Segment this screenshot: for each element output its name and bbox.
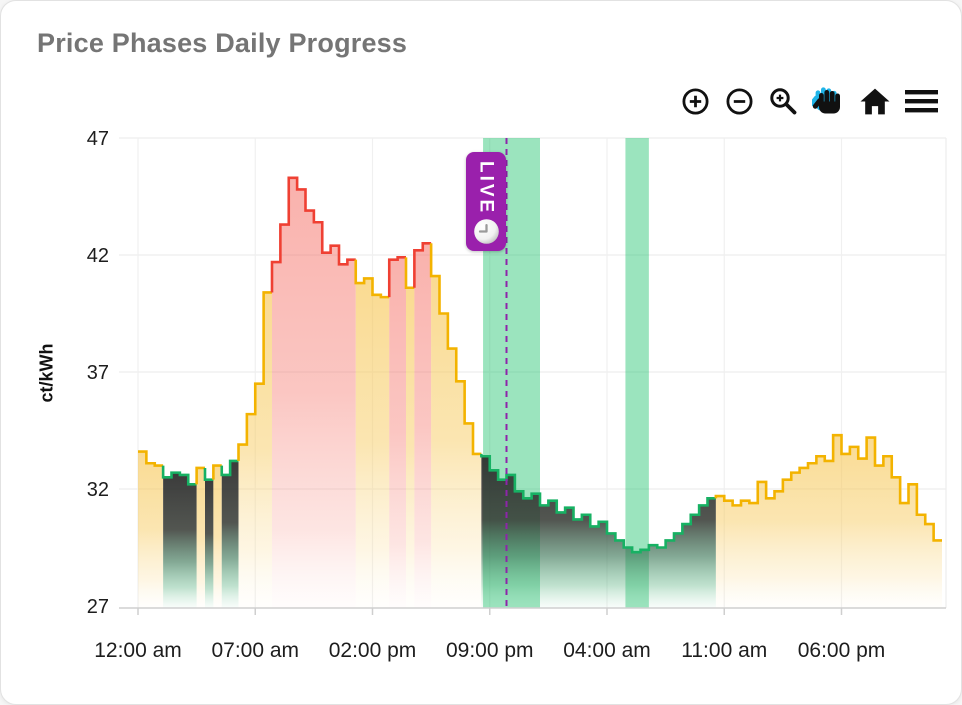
price-step-line	[138, 176, 942, 554]
svg-text:04:00 am: 04:00 am	[563, 639, 651, 662]
zoom-out-icon	[726, 88, 753, 115]
svg-text:09:00 pm: 09:00 pm	[446, 639, 534, 662]
svg-text:47: 47	[87, 128, 109, 150]
page-title: Price Phases Daily Progress	[37, 28, 408, 58]
svg-text:11:00 am: 11:00 am	[681, 639, 767, 662]
box-zoom-icon	[770, 88, 797, 115]
live-label: LIVE	[475, 161, 497, 216]
y-axis-labels: 27 32 37 42 47	[87, 128, 109, 618]
svg-text:02:00 pm: 02:00 pm	[329, 639, 417, 662]
svg-text:32: 32	[87, 479, 109, 501]
chart-toolbar	[678, 83, 941, 120]
svg-text:42: 42	[87, 245, 109, 267]
home-button[interactable]	[857, 85, 893, 118]
box-zoom-button[interactable]	[766, 84, 801, 119]
menu-button[interactable]	[902, 86, 941, 117]
zoom-in-icon	[682, 88, 709, 115]
svg-text:07:00 am: 07:00 am	[211, 639, 299, 662]
clock-icon	[473, 219, 499, 244]
zoom-out-button[interactable]	[722, 84, 757, 119]
svg-text:06:00 pm: 06:00 pm	[798, 639, 886, 662]
svg-text:27: 27	[87, 596, 109, 618]
home-icon	[860, 88, 890, 115]
live-badge: LIVE	[466, 152, 506, 251]
menu-icon	[905, 90, 938, 113]
svg-text:37: 37	[87, 362, 109, 384]
svg-text:12:00 am: 12:00 am	[94, 639, 182, 662]
zoom-in-button[interactable]	[678, 84, 713, 119]
x-axis	[119, 607, 946, 615]
x-axis-labels: 12:00 am 07:00 am 02:00 pm 09:00 pm 04:00 am…	[94, 639, 885, 662]
